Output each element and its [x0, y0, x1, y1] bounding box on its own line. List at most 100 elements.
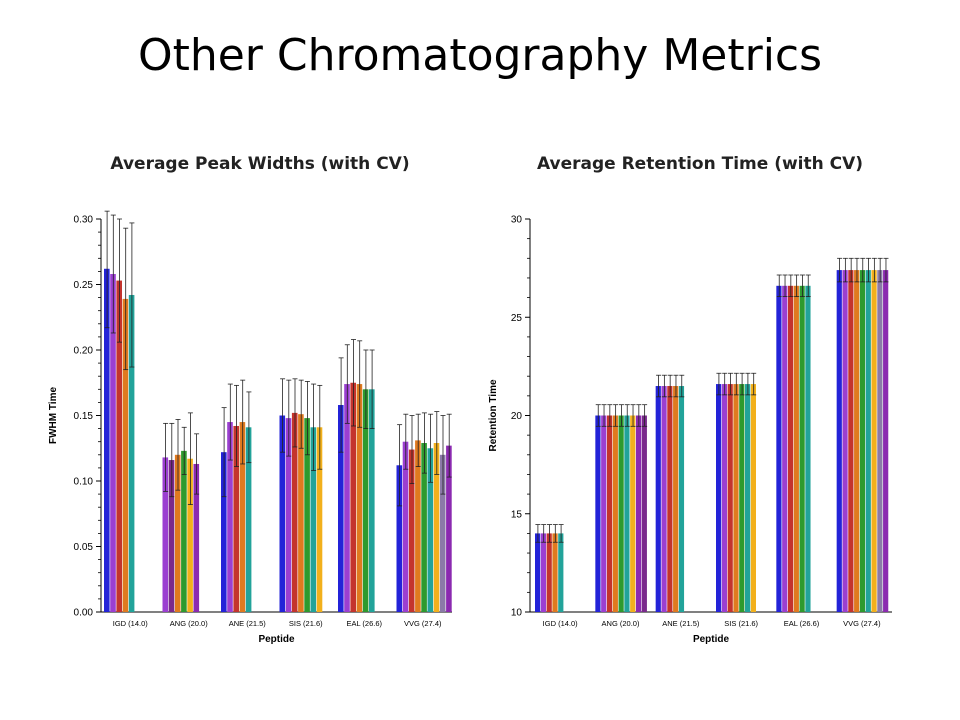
y-tick-label: 0.15: [74, 411, 94, 422]
y-axis-label: Retention Time: [488, 379, 499, 451]
bar: [369, 389, 375, 612]
bar: [285, 418, 292, 612]
bar: [601, 415, 607, 612]
bar: [535, 533, 541, 612]
bar: [239, 422, 246, 612]
bar: [446, 445, 452, 612]
y-tick-label: 15: [511, 509, 523, 520]
y-tick-label: 0.30: [74, 215, 94, 226]
bar: [606, 415, 613, 612]
bar: [408, 449, 415, 612]
bar: [733, 384, 739, 612]
x-tick-label: IGD (14.0): [543, 619, 579, 628]
bar: [221, 452, 227, 612]
bar: [667, 386, 673, 612]
bar: [540, 533, 546, 612]
y-tick-label: 30: [511, 215, 523, 226]
y-tick-label: 0.25: [74, 280, 94, 291]
y-tick-label: 25: [511, 313, 523, 324]
y-axis-label: FWHM Time: [48, 387, 59, 444]
bar: [750, 384, 756, 612]
x-tick-label: ANG (20.0): [170, 619, 208, 628]
bar: [104, 268, 110, 612]
bar: [110, 274, 116, 612]
bar: [310, 427, 317, 612]
bar: [624, 415, 630, 612]
bar: [546, 533, 552, 612]
bar: [630, 415, 636, 612]
slide-title: Other Chromatography Metrics: [137, 30, 823, 81]
x-tick-label: EAL (26.6): [784, 619, 820, 628]
bar: [344, 384, 350, 612]
bar: [799, 285, 805, 612]
bar: [865, 270, 871, 612]
x-tick-label: SIS (21.6): [289, 619, 323, 628]
bar: [787, 285, 794, 612]
bar: [122, 298, 129, 612]
x-tick-label: EAL (26.6): [346, 619, 382, 628]
bar: [782, 285, 788, 612]
bar: [227, 422, 233, 612]
bar: [842, 270, 848, 612]
bar: [116, 280, 122, 612]
x-tick-label: VVG (27.4): [404, 619, 442, 628]
bar: [673, 386, 679, 612]
bar: [721, 384, 727, 612]
y-tick-label: 0.00: [74, 608, 94, 619]
bar: [396, 465, 403, 612]
y-tick-label: 10: [511, 608, 523, 619]
x-tick-label: IGD (14.0): [113, 619, 149, 628]
x-tick-label: ANG (20.0): [602, 619, 640, 628]
bar: [848, 270, 854, 612]
bar: [187, 458, 193, 612]
bar: [661, 386, 667, 612]
x-tick-label: VVG (27.4): [843, 619, 881, 628]
bar: [727, 384, 733, 612]
bar: [716, 384, 722, 612]
bar: [635, 415, 642, 612]
y-tick-label: 0.05: [74, 542, 94, 553]
bar: [641, 415, 647, 612]
bar: [883, 270, 889, 612]
bar: [655, 386, 661, 612]
bar: [356, 384, 363, 612]
y-tick-label: 0.10: [74, 477, 94, 488]
bar: [871, 270, 877, 612]
y-tick-label: 0.20: [74, 346, 94, 357]
peak-width-chart: 0.00 0.05 0.10 0.15 0.20 0.25 0.30 FWHM Time IGD…: [48, 210, 452, 645]
bar: [739, 384, 745, 612]
bar: [193, 463, 200, 612]
bar: [427, 448, 434, 612]
bar: [612, 415, 618, 612]
bar: [618, 415, 624, 612]
bar: [836, 270, 842, 612]
bar: [552, 533, 558, 612]
bar: [402, 441, 409, 612]
right-chart-subtitle: Average Retention Time (with CV): [536, 154, 864, 174]
bar: [162, 457, 169, 612]
x-axis-label: Peptide: [693, 634, 730, 645]
bar: [415, 440, 421, 612]
bar: [421, 443, 427, 612]
bar: [279, 415, 286, 612]
bar: [181, 450, 187, 612]
bar: [291, 412, 298, 612]
bar: [595, 415, 601, 612]
bar: [877, 270, 883, 612]
bar: [745, 384, 751, 612]
bar: [174, 454, 181, 612]
bar: [805, 285, 811, 612]
bar: [316, 427, 323, 612]
bar: [854, 270, 860, 612]
x-tick-label: ANE (21.5): [229, 619, 267, 628]
bar: [350, 382, 356, 612]
bar: [168, 460, 175, 612]
bar: [338, 405, 344, 612]
bar: [233, 425, 239, 612]
bar: [558, 533, 564, 612]
retention-time-chart: 10 15 20 25 30 Retention Time IGD (14.0) ANG (2…: [488, 215, 892, 645]
left-chart-subtitle: Average Peak Widths (with CV): [110, 154, 410, 174]
bar: [362, 389, 369, 612]
x-tick-label: SIS (21.6): [724, 619, 758, 628]
bar: [304, 418, 310, 612]
